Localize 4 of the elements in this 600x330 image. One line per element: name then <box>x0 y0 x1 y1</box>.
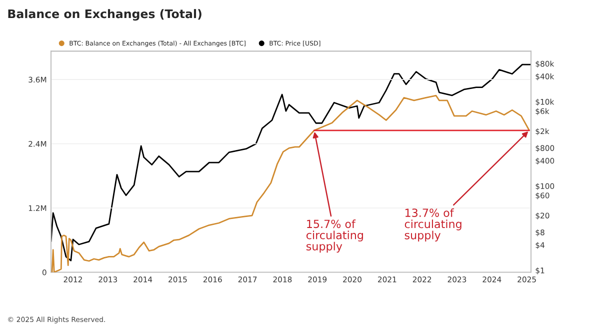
annotation: 13.7% of circulating supply <box>404 208 462 242</box>
chart-title: Balance on Exchanges (Total) <box>8 9 202 21</box>
annotation: 15.7% of circulating supply <box>306 220 363 253</box>
line-series <box>51 64 531 262</box>
